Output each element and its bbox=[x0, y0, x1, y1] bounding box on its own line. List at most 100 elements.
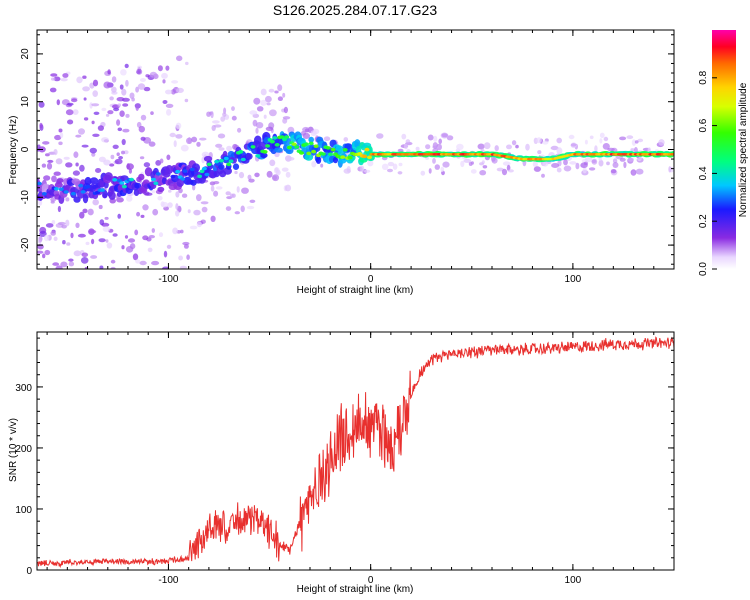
heatmap-cell bbox=[54, 182, 63, 188]
heatmap-cell bbox=[187, 137, 192, 144]
x-tick-label: 0 bbox=[368, 274, 374, 285]
heatmap-cell bbox=[152, 208, 159, 216]
heatmap-cell bbox=[139, 156, 145, 160]
heatmap-cell bbox=[405, 139, 411, 143]
heatmap-cell bbox=[125, 113, 130, 118]
heatmap-cell bbox=[53, 288, 56, 293]
heatmap-cell bbox=[260, 152, 268, 159]
heatmap-cell bbox=[75, 162, 79, 167]
heatmap-cell bbox=[175, 122, 182, 129]
heatmap-cell bbox=[150, 111, 154, 115]
heatmap-cell bbox=[112, 299, 116, 305]
heatmap-cell bbox=[136, 211, 141, 217]
heatmap-cell bbox=[434, 164, 440, 170]
heatmap-cell bbox=[68, 261, 75, 267]
heatmap-cell bbox=[102, 292, 110, 299]
heatmap-cell bbox=[506, 144, 512, 150]
heatmap-cell bbox=[192, 184, 196, 191]
heatmap-cell bbox=[45, 153, 50, 157]
heatmap-cell bbox=[496, 167, 504, 172]
heatmap-cell bbox=[135, 86, 140, 93]
heatmap-cell bbox=[236, 186, 240, 193]
heatmap-cell bbox=[65, 109, 74, 116]
heatmap-cell bbox=[147, 247, 153, 253]
heatmap-cell bbox=[284, 135, 290, 139]
heatmap-cell bbox=[199, 137, 207, 141]
heatmap-cell bbox=[55, 158, 63, 165]
heatmap-cell bbox=[274, 151, 280, 158]
heatmap-cell bbox=[281, 167, 289, 172]
heatmap-cell bbox=[397, 148, 404, 153]
heatmap-cell bbox=[149, 276, 152, 283]
heatmap-cell bbox=[226, 145, 233, 152]
heatmap-cell bbox=[100, 188, 105, 192]
heatmap-cell bbox=[107, 69, 111, 75]
heatmap-cell bbox=[282, 118, 288, 124]
x-tick-label: -100 bbox=[158, 274, 178, 285]
heatmap-cell bbox=[260, 99, 267, 106]
heatmap-cell bbox=[63, 190, 69, 194]
x-tick-label: 100 bbox=[565, 274, 582, 285]
heatmap-cell bbox=[163, 250, 168, 258]
heatmap-cell bbox=[158, 232, 164, 238]
heatmap-cell bbox=[603, 136, 609, 142]
heatmap-cell bbox=[501, 168, 508, 176]
heatmap-cell bbox=[104, 172, 113, 181]
heatmap-cell bbox=[282, 92, 286, 98]
heatmap-cell bbox=[157, 195, 163, 201]
heatmap-cell bbox=[151, 190, 156, 194]
heatmap-cell bbox=[149, 277, 152, 282]
heatmap-cell bbox=[72, 109, 79, 115]
heatmap-cell bbox=[38, 101, 45, 108]
heatmap-cell bbox=[231, 115, 237, 121]
heatmap-cell bbox=[137, 83, 146, 90]
heatmap-cell bbox=[89, 102, 93, 109]
heatmap-cell bbox=[268, 88, 275, 93]
heatmap-cell bbox=[269, 139, 275, 144]
heatmap-cell bbox=[265, 144, 270, 148]
heatmap-cell bbox=[53, 149, 58, 156]
heatmap-cell bbox=[582, 167, 587, 174]
heatmap-cell bbox=[575, 162, 580, 170]
heatmap-cell bbox=[170, 89, 176, 95]
heatmap-cell bbox=[109, 163, 115, 167]
heatmap-cell bbox=[47, 159, 54, 163]
heatmap-cell bbox=[197, 174, 203, 179]
heatmap-cell bbox=[132, 253, 139, 261]
heatmap-cell bbox=[41, 192, 47, 196]
heatmap-cell bbox=[541, 173, 545, 178]
heatmap-cell bbox=[84, 176, 92, 186]
heatmap-cell bbox=[151, 228, 155, 233]
heatmap-cell bbox=[155, 172, 161, 176]
heatmap-cell bbox=[367, 155, 372, 160]
heatmap-cell bbox=[50, 231, 56, 236]
heatmap-cell bbox=[98, 238, 106, 243]
heatmap-cell bbox=[294, 145, 300, 149]
heatmap-cell bbox=[119, 84, 124, 90]
heatmap-cell bbox=[91, 120, 95, 125]
x-tick-label: -100 bbox=[158, 575, 178, 586]
heatmap-cell bbox=[291, 142, 297, 147]
heatmap-cell bbox=[122, 128, 130, 133]
snr-series-line bbox=[37, 336, 674, 569]
heatmap-cell bbox=[162, 79, 166, 84]
heatmap-cell bbox=[162, 266, 170, 269]
colorbar-tick-label: 0.4 bbox=[698, 166, 709, 180]
heatmap-cell bbox=[272, 136, 278, 140]
heatmap-cell bbox=[90, 255, 98, 259]
heatmap-cell bbox=[70, 300, 77, 306]
heatmap-cell bbox=[92, 133, 100, 137]
heatmap-cell bbox=[170, 174, 176, 179]
heatmap-cell bbox=[123, 292, 128, 298]
heatmap-cell bbox=[140, 78, 146, 82]
heatmap-cell bbox=[168, 189, 172, 193]
heatmap-cell bbox=[80, 190, 86, 194]
heatmap-cell bbox=[536, 137, 542, 144]
heatmap-cell bbox=[479, 170, 487, 176]
heatmap-cell bbox=[38, 300, 42, 306]
heatmap-cell bbox=[533, 166, 542, 172]
heatmap-cell bbox=[238, 171, 245, 179]
heatmap-cell bbox=[262, 150, 268, 154]
heatmap-cell bbox=[266, 102, 271, 106]
